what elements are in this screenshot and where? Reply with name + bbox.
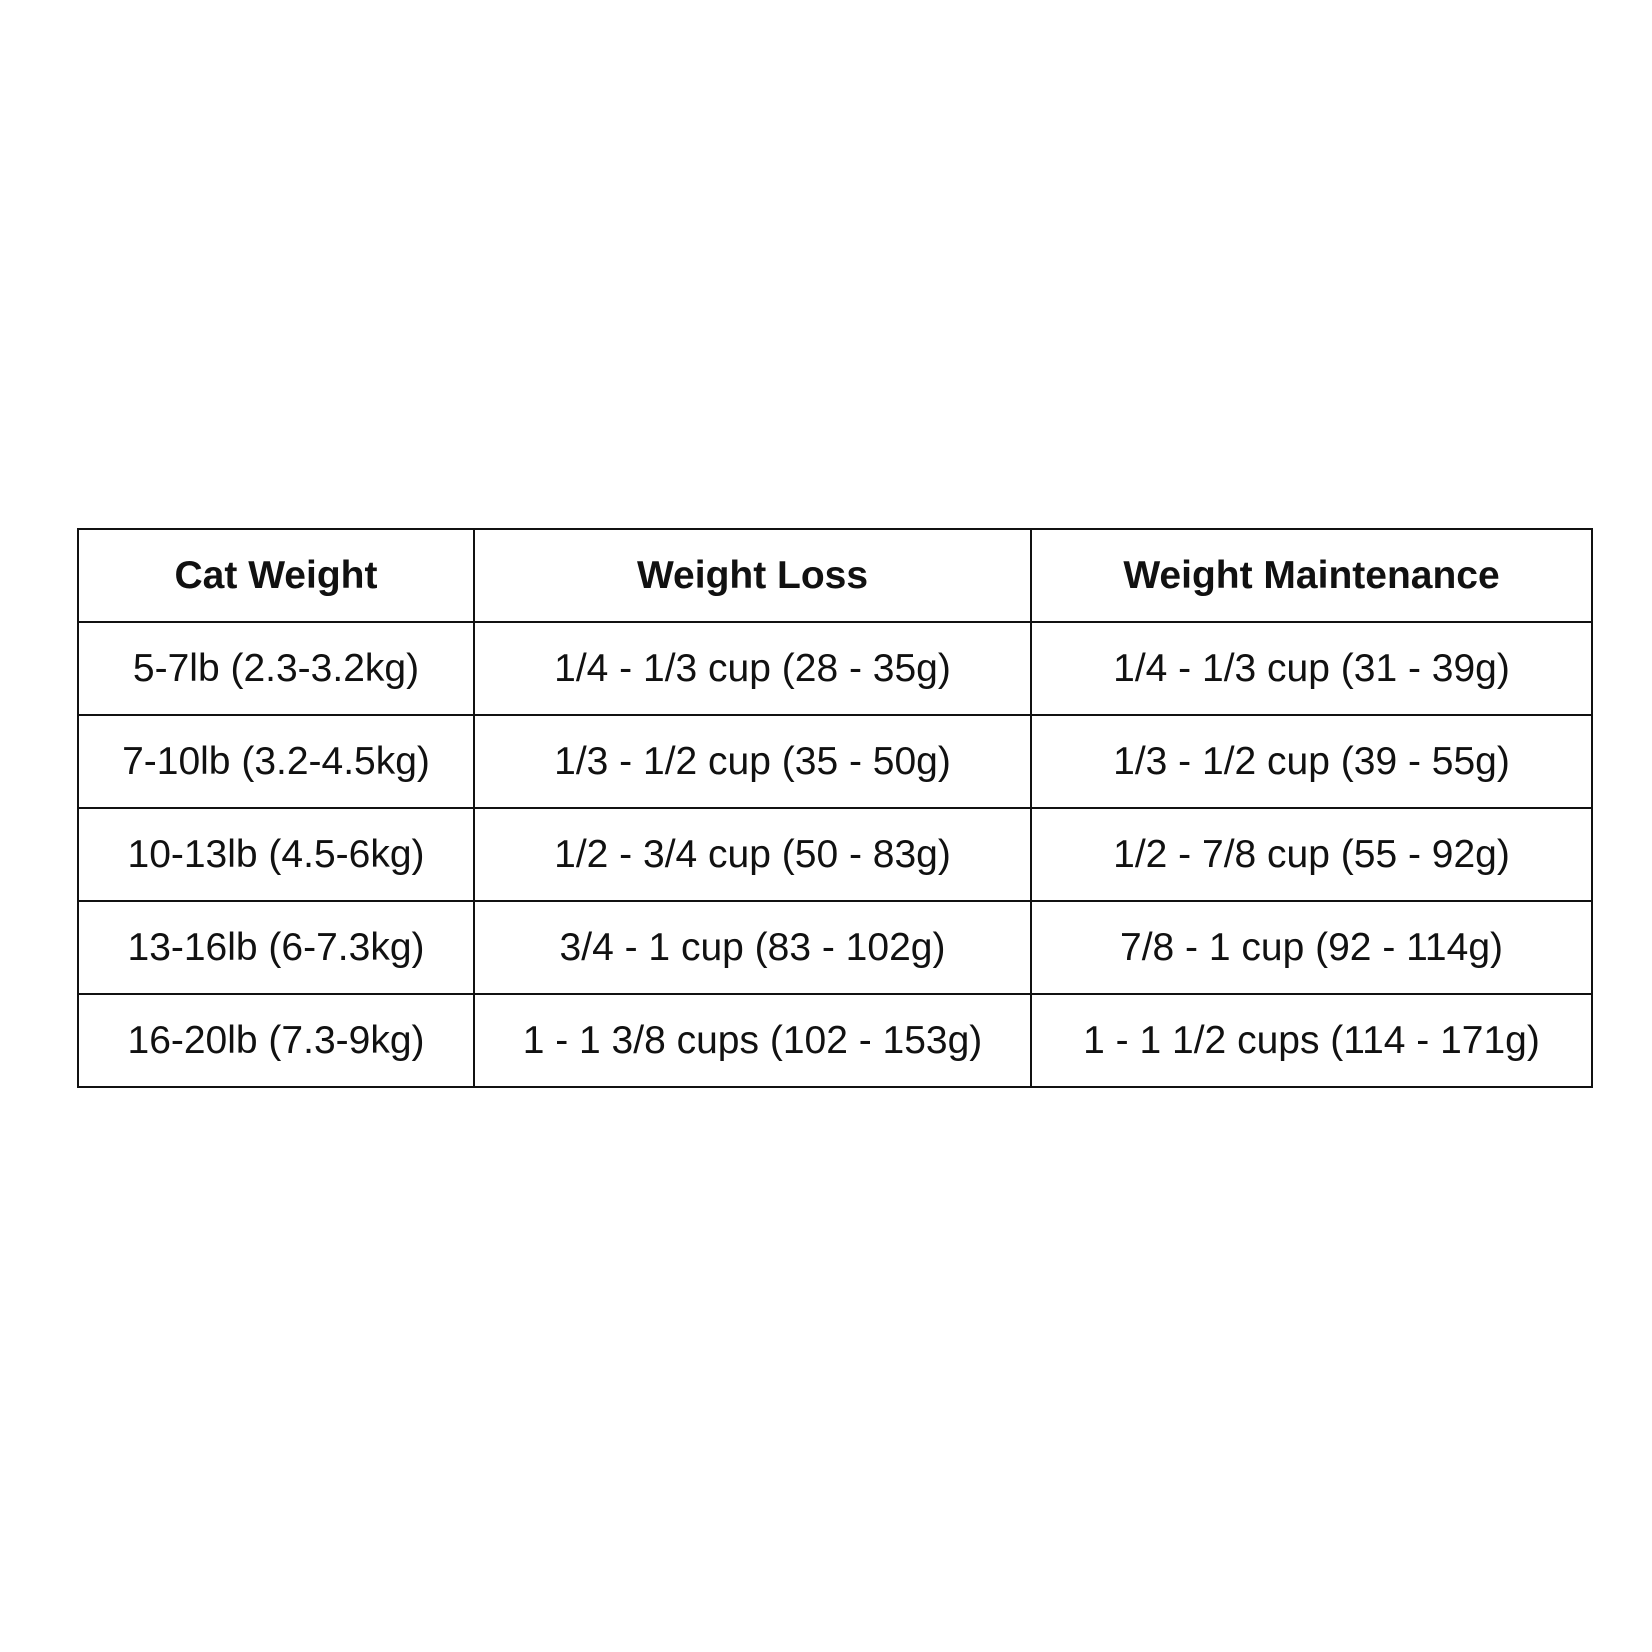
table-row: 7-10lb (3.2-4.5kg) 1/3 - 1/2 cup (35 - 5…: [77, 714, 1593, 809]
table-row: 5-7lb (2.3-3.2kg) 1/4 - 1/3 cup (28 - 35…: [77, 621, 1593, 716]
cell-cat-weight: 10-13lb (4.5-6kg): [77, 807, 475, 902]
cell-weight-loss: 1 - 1 3/8 cups (102 - 153g): [473, 993, 1032, 1088]
table-header-row: Cat Weight Weight Loss Weight Maintenanc…: [77, 528, 1593, 623]
cell-cat-weight: 16-20lb (7.3-9kg): [77, 993, 475, 1088]
cell-weight-maintenance: 1 - 1 1/2 cups (114 - 171g): [1030, 993, 1593, 1088]
cell-weight-loss: 1/4 - 1/3 cup (28 - 35g): [473, 621, 1032, 716]
cell-cat-weight: 5-7lb (2.3-3.2kg): [77, 621, 475, 716]
cell-weight-maintenance: 7/8 - 1 cup (92 - 114g): [1030, 900, 1593, 995]
cell-cat-weight: 7-10lb (3.2-4.5kg): [77, 714, 475, 809]
cell-weight-maintenance: 1/3 - 1/2 cup (39 - 55g): [1030, 714, 1593, 809]
header-weight-loss: Weight Loss: [473, 528, 1032, 623]
cell-weight-loss: 3/4 - 1 cup (83 - 102g): [473, 900, 1032, 995]
table-row: 10-13lb (4.5-6kg) 1/2 - 3/4 cup (50 - 83…: [77, 807, 1593, 902]
header-weight-maintenance: Weight Maintenance: [1030, 528, 1593, 623]
table-row: 16-20lb (7.3-9kg) 1 - 1 3/8 cups (102 - …: [77, 993, 1593, 1088]
table-row: 13-16lb (6-7.3kg) 3/4 - 1 cup (83 - 102g…: [77, 900, 1593, 995]
cell-weight-loss: 1/2 - 3/4 cup (50 - 83g): [473, 807, 1032, 902]
cell-weight-loss: 1/3 - 1/2 cup (35 - 50g): [473, 714, 1032, 809]
feeding-table: Cat Weight Weight Loss Weight Maintenanc…: [77, 528, 1593, 1088]
cell-weight-maintenance: 1/4 - 1/3 cup (31 - 39g): [1030, 621, 1593, 716]
cell-weight-maintenance: 1/2 - 7/8 cup (55 - 92g): [1030, 807, 1593, 902]
cell-cat-weight: 13-16lb (6-7.3kg): [77, 900, 475, 995]
header-cat-weight: Cat Weight: [77, 528, 475, 623]
